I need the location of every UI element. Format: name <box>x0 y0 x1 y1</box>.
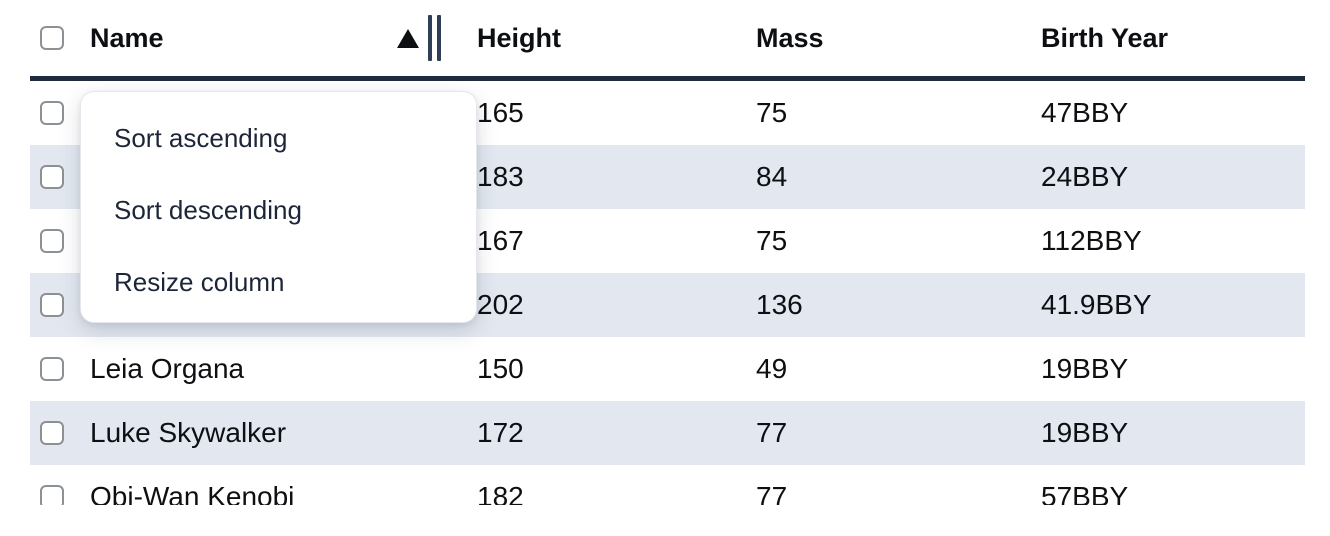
row-checkbox[interactable] <box>40 485 64 505</box>
column-header-birth-year[interactable]: Birth Year <box>1041 0 1305 81</box>
cell-mass: 75 <box>756 225 788 256</box>
cell-birth-year: 47BBY <box>1041 97 1129 128</box>
menu-item-resize-column[interactable]: Resize column <box>114 266 285 297</box>
cell-birth-year: 112BBY <box>1041 225 1142 256</box>
checkbox-cell <box>30 337 90 401</box>
column-resize-handle[interactable] <box>428 15 441 61</box>
column-resize-icon <box>428 15 432 61</box>
cell-mass: 136 <box>756 273 1041 337</box>
cell-height: 150 <box>477 353 524 384</box>
cell-mass: 77 <box>756 401 1041 465</box>
cell-birth-year: 41.9BBY <box>1041 273 1305 337</box>
column-header-height-label: Height <box>477 22 561 53</box>
checkbox-cell <box>30 209 90 273</box>
cell-height: 167 <box>477 225 524 256</box>
column-actions-menu: Sort ascending Sort descending Resize co… <box>80 91 477 323</box>
cell-height: 165 <box>477 97 524 128</box>
cell-birth-year: 19BBY <box>1041 401 1305 465</box>
cell-birth-year: 24BBY <box>1041 145 1305 209</box>
column-header-mass[interactable]: Mass <box>756 0 1041 81</box>
select-all-cell <box>30 0 90 81</box>
cell-mass: 49 <box>756 353 788 384</box>
select-all-checkbox[interactable] <box>40 26 64 50</box>
checkbox-cell <box>30 81 90 145</box>
checkbox-cell <box>30 465 90 505</box>
cell-birth-year: 57BBY <box>1041 481 1129 505</box>
cell-mass: 84 <box>756 145 1041 209</box>
cell-name: Leia Organa <box>90 353 245 384</box>
column-header-height[interactable]: Height <box>477 0 756 81</box>
cell-mass: 77 <box>756 481 788 505</box>
menu-item-sort-descending[interactable]: Sort descending <box>114 194 302 225</box>
row-checkbox[interactable] <box>40 101 64 125</box>
row-checkbox[interactable] <box>40 421 64 445</box>
menu-item-sort-ascending[interactable]: Sort ascending <box>114 122 288 153</box>
column-header-birth-year-label: Birth Year <box>1041 22 1169 53</box>
sort-ascending-icon <box>397 28 419 48</box>
column-resize-icon <box>437 15 441 61</box>
cell-mass: 75 <box>756 97 788 128</box>
column-header-name[interactable]: Name <box>90 0 477 81</box>
cell-height: 183 <box>477 145 756 209</box>
cell-height: 172 <box>477 401 756 465</box>
cell-birth-year: 19BBY <box>1041 353 1129 384</box>
column-header-mass-label: Mass <box>756 22 824 53</box>
row-checkbox[interactable] <box>40 293 64 317</box>
row-checkbox[interactable] <box>40 357 64 381</box>
row-checkbox[interactable] <box>40 229 64 253</box>
data-grid: Name Height Mass Birth Year 165 75 <box>30 0 1305 505</box>
cell-height: 182 <box>477 481 524 505</box>
cell-height: 202 <box>477 273 756 337</box>
row-checkbox[interactable] <box>40 165 64 189</box>
cell-name: Obi-Wan Kenobi <box>90 481 295 505</box>
column-header-name-label: Name <box>90 22 164 53</box>
cell-name: Luke Skywalker <box>90 401 477 465</box>
checkbox-cell <box>30 401 90 465</box>
